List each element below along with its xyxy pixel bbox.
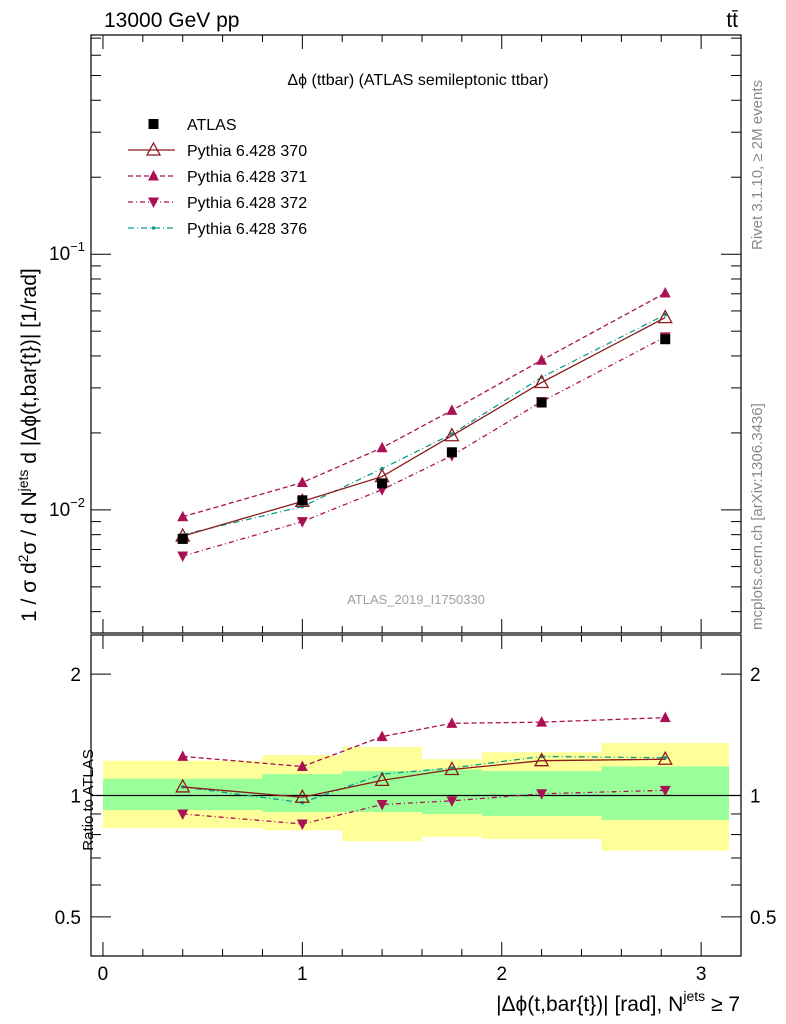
series-2-ratio-point — [296, 760, 308, 772]
y-tick-label: 10−2 — [49, 495, 85, 521]
series-3-point — [177, 551, 189, 563]
series-3-ratio-point — [296, 819, 308, 830]
series-0-point — [660, 334, 671, 345]
series-2-point — [177, 510, 189, 522]
y-tick-label-exponent: −2 — [70, 495, 85, 510]
legend-marker-4 — [151, 226, 156, 230]
y-tick-label-base: 10 — [49, 244, 70, 265]
series-4-point — [663, 312, 668, 317]
series-2-ratio-point — [376, 730, 388, 742]
series-0-point — [536, 397, 547, 408]
series-2-point — [659, 287, 671, 298]
mcplots-reference-text: mcplots.cern.ch [arXiv:1306.3436] — [749, 403, 766, 630]
header-process-label: tt̄ — [726, 9, 738, 32]
rivet-version-text: Rivet 3.1.10, ≥ 2M events — [749, 80, 766, 250]
series-2-line — [182, 292, 666, 518]
series-2-point — [536, 354, 548, 365]
legend-label-4: Pythia 6.428 376 — [187, 221, 307, 238]
main-plot-frame — [90, 34, 742, 634]
ratio-axis-label: Ratio to ATLAS — [80, 749, 97, 850]
series-3-ratio-point — [446, 796, 458, 807]
ratio-tick-label-left: 1 — [70, 787, 81, 808]
series-1-ratio-line — [182, 758, 666, 798]
ratio-series-group — [175, 711, 673, 830]
series-1-line — [182, 317, 666, 537]
series-1-point — [444, 427, 460, 442]
series-3-ratio-point — [536, 789, 548, 800]
series-2-ratio-line — [182, 716, 666, 768]
series-4-line — [182, 314, 666, 536]
legend-label-3: Pythia 6.428 372 — [187, 195, 307, 212]
series-1-ratio-point — [175, 778, 191, 793]
x-tick-label: 0 — [98, 964, 109, 985]
x-axis-label: |Δϕ(t,bar{t})| [rad], Njets ≥ 7 — [496, 988, 740, 1016]
ratio-tick-label-left: 0.5 — [55, 908, 81, 929]
series-3-ratio-point — [659, 785, 671, 797]
ratio-tick-label-right: 1 — [750, 787, 761, 808]
y-axis-label: 1 / σ d2σ / d Njets d |Δϕ(t,bar{t})| [1/… — [15, 268, 41, 622]
legend-label-2: Pythia 6.428 371 — [187, 169, 307, 186]
series-3-ratio-point — [376, 799, 388, 811]
series-1-ratio-point — [374, 772, 390, 787]
legend-marker-0 — [148, 119, 159, 129]
series-2-ratio-point — [177, 750, 189, 761]
series-2-ratio-point — [536, 716, 548, 727]
legend-marker-1 — [145, 141, 162, 156]
series-2-point — [376, 441, 388, 453]
series-0-point — [377, 478, 388, 489]
series-4-ratio-line — [182, 755, 666, 804]
series-3-ratio-line — [182, 789, 666, 825]
ratio-tick-label-left: 2 — [70, 665, 81, 686]
ratio-tick-label-right: 2 — [750, 665, 761, 686]
legend-label-0: ATLAS — [187, 117, 237, 134]
series-2-ratio-point — [659, 711, 671, 723]
series-0-point — [177, 533, 188, 544]
y-tick-label-base: 10 — [49, 500, 70, 521]
y-tick-label: 10−1 — [49, 239, 85, 265]
series-2-point — [296, 476, 308, 487]
chart-title: Δϕ (ttbar) (ATLAS semileptonic ttbar) — [287, 72, 548, 89]
x-tick-label: 3 — [696, 964, 707, 985]
series-3-point — [296, 517, 308, 528]
band-inner-3 — [421, 769, 482, 814]
series-3-ratio-point — [177, 809, 189, 820]
series-3-line — [182, 336, 666, 557]
x-tick-label: 1 — [297, 964, 308, 985]
analysis-watermark: ATLAS_2019_I1750330 — [347, 592, 485, 607]
legend: ATLAS Pythia 6.428 370 Pythia 6.428 371 Pyt… — [128, 117, 307, 238]
series-1-ratio-point — [294, 788, 310, 803]
x-tick-label: 2 — [496, 964, 507, 985]
series-1-ratio-point — [444, 761, 460, 776]
series-1-point — [534, 374, 550, 389]
header-energy-label: 13000 GeV pp — [104, 9, 239, 32]
ratio-tick-label-right: 0.5 — [750, 908, 776, 929]
main-series-group — [175, 287, 673, 563]
legend-marker-3 — [148, 197, 159, 208]
y-tick-label-exponent: −1 — [70, 239, 85, 254]
series-1-point — [657, 309, 673, 324]
series-2-point — [446, 404, 458, 415]
series-0-point — [446, 447, 457, 458]
axis-ticks: 0 1 2 310−210−10.5 0.51 12 2 — [49, 35, 776, 985]
series-1-ratio-point — [534, 752, 550, 767]
series-2-ratio-point — [446, 717, 458, 728]
series-0-point — [297, 495, 308, 506]
legend-label-1: Pythia 6.428 370 — [187, 143, 307, 160]
legend-marker-2 — [148, 170, 159, 181]
band-inner-1 — [262, 774, 343, 813]
series-1-ratio-point — [657, 750, 673, 765]
